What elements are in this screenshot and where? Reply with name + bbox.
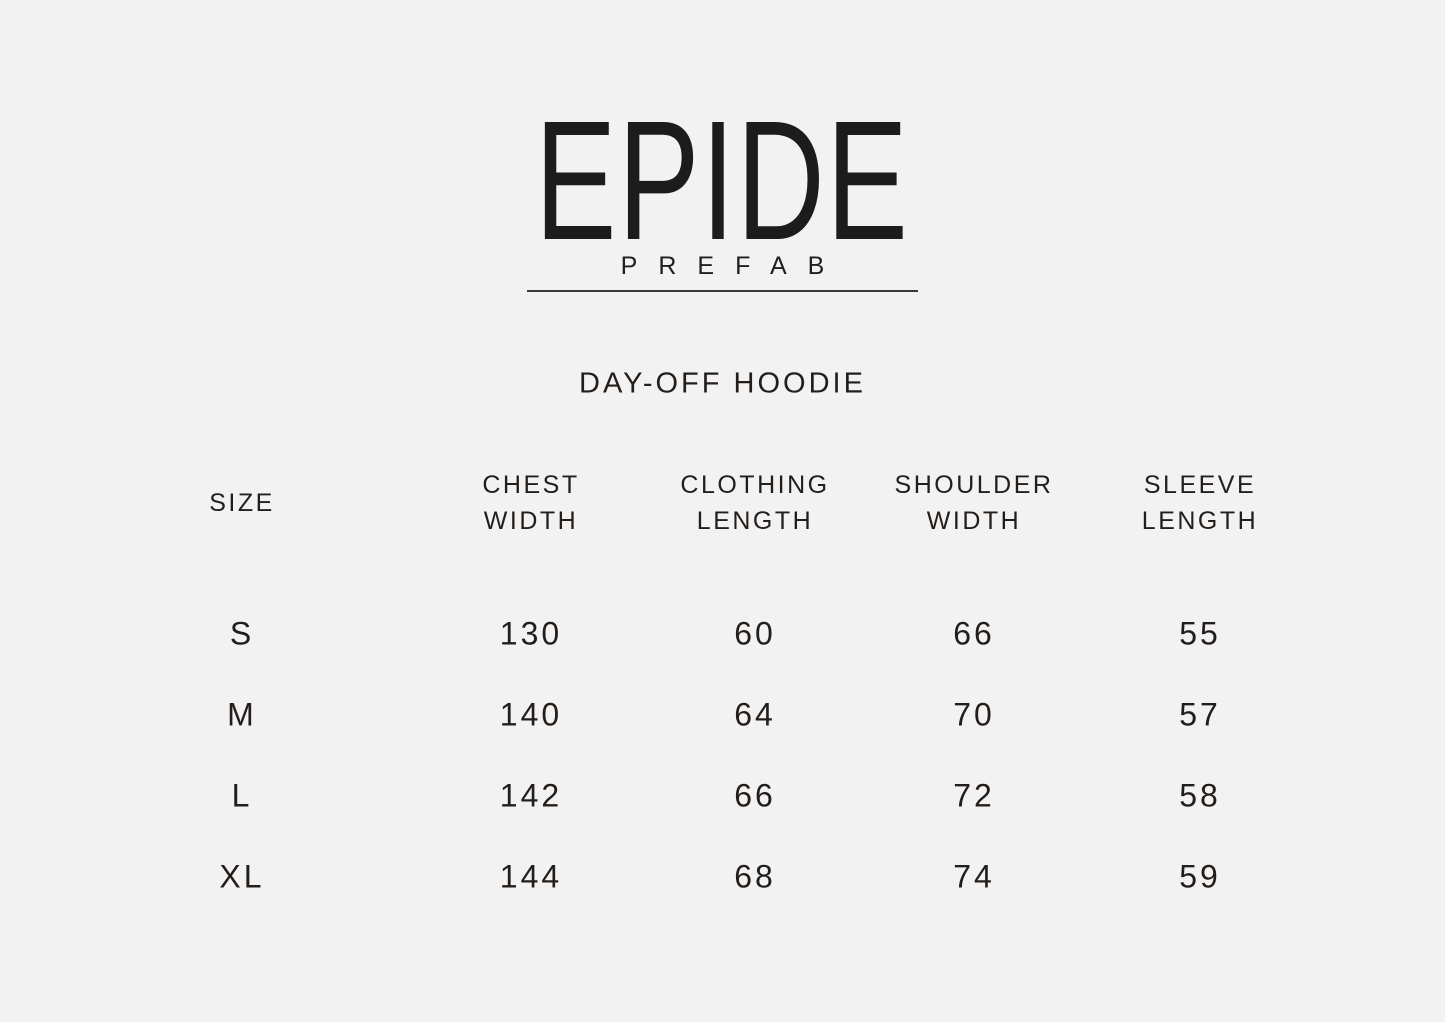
sleeve-length-value: 55 [1179, 615, 1221, 652]
sleeve-length-value: 59 [1179, 858, 1221, 895]
column-header-shoulder-width: SHOULDER WIDTH [894, 471, 1054, 535]
clothing-length-value: 64 [734, 696, 776, 733]
column-header-chest-width: CHEST WIDTH [482, 471, 580, 535]
clothing-length-value: 68 [734, 858, 776, 895]
shoulder-width-value: 74 [953, 858, 995, 895]
chest-width-value: 140 [499, 696, 563, 733]
chest-width-value: 142 [499, 777, 563, 814]
column-header-sleeve-length: SLEEVE LENGTH [1141, 471, 1259, 535]
brand-underline [527, 290, 918, 292]
product-title: DAY-OFF HOODIE [579, 367, 866, 400]
brand-logo-text: EPIDE [535, 86, 910, 276]
brand-logo: EPIDE [0, 96, 1445, 266]
sleeve-length-value: 58 [1179, 777, 1221, 814]
sleeve-length-value: 57 [1179, 696, 1221, 733]
shoulder-width-value: 66 [953, 615, 995, 652]
size-label: M [227, 696, 257, 733]
size-label: XL [219, 858, 265, 895]
size-label: S [229, 615, 255, 652]
chest-width-value: 130 [499, 615, 563, 652]
column-header-clothing-length: CLOTHING LENGTH [680, 471, 830, 535]
chest-width-value: 144 [499, 858, 563, 895]
shoulder-width-value: 72 [953, 777, 995, 814]
shoulder-width-value: 70 [953, 696, 995, 733]
clothing-length-value: 60 [734, 615, 776, 652]
brand-subtitle: PREFAB [620, 252, 846, 280]
clothing-length-value: 66 [734, 777, 776, 814]
column-header-size: SIZE [209, 489, 275, 517]
size-label: L [231, 777, 253, 814]
